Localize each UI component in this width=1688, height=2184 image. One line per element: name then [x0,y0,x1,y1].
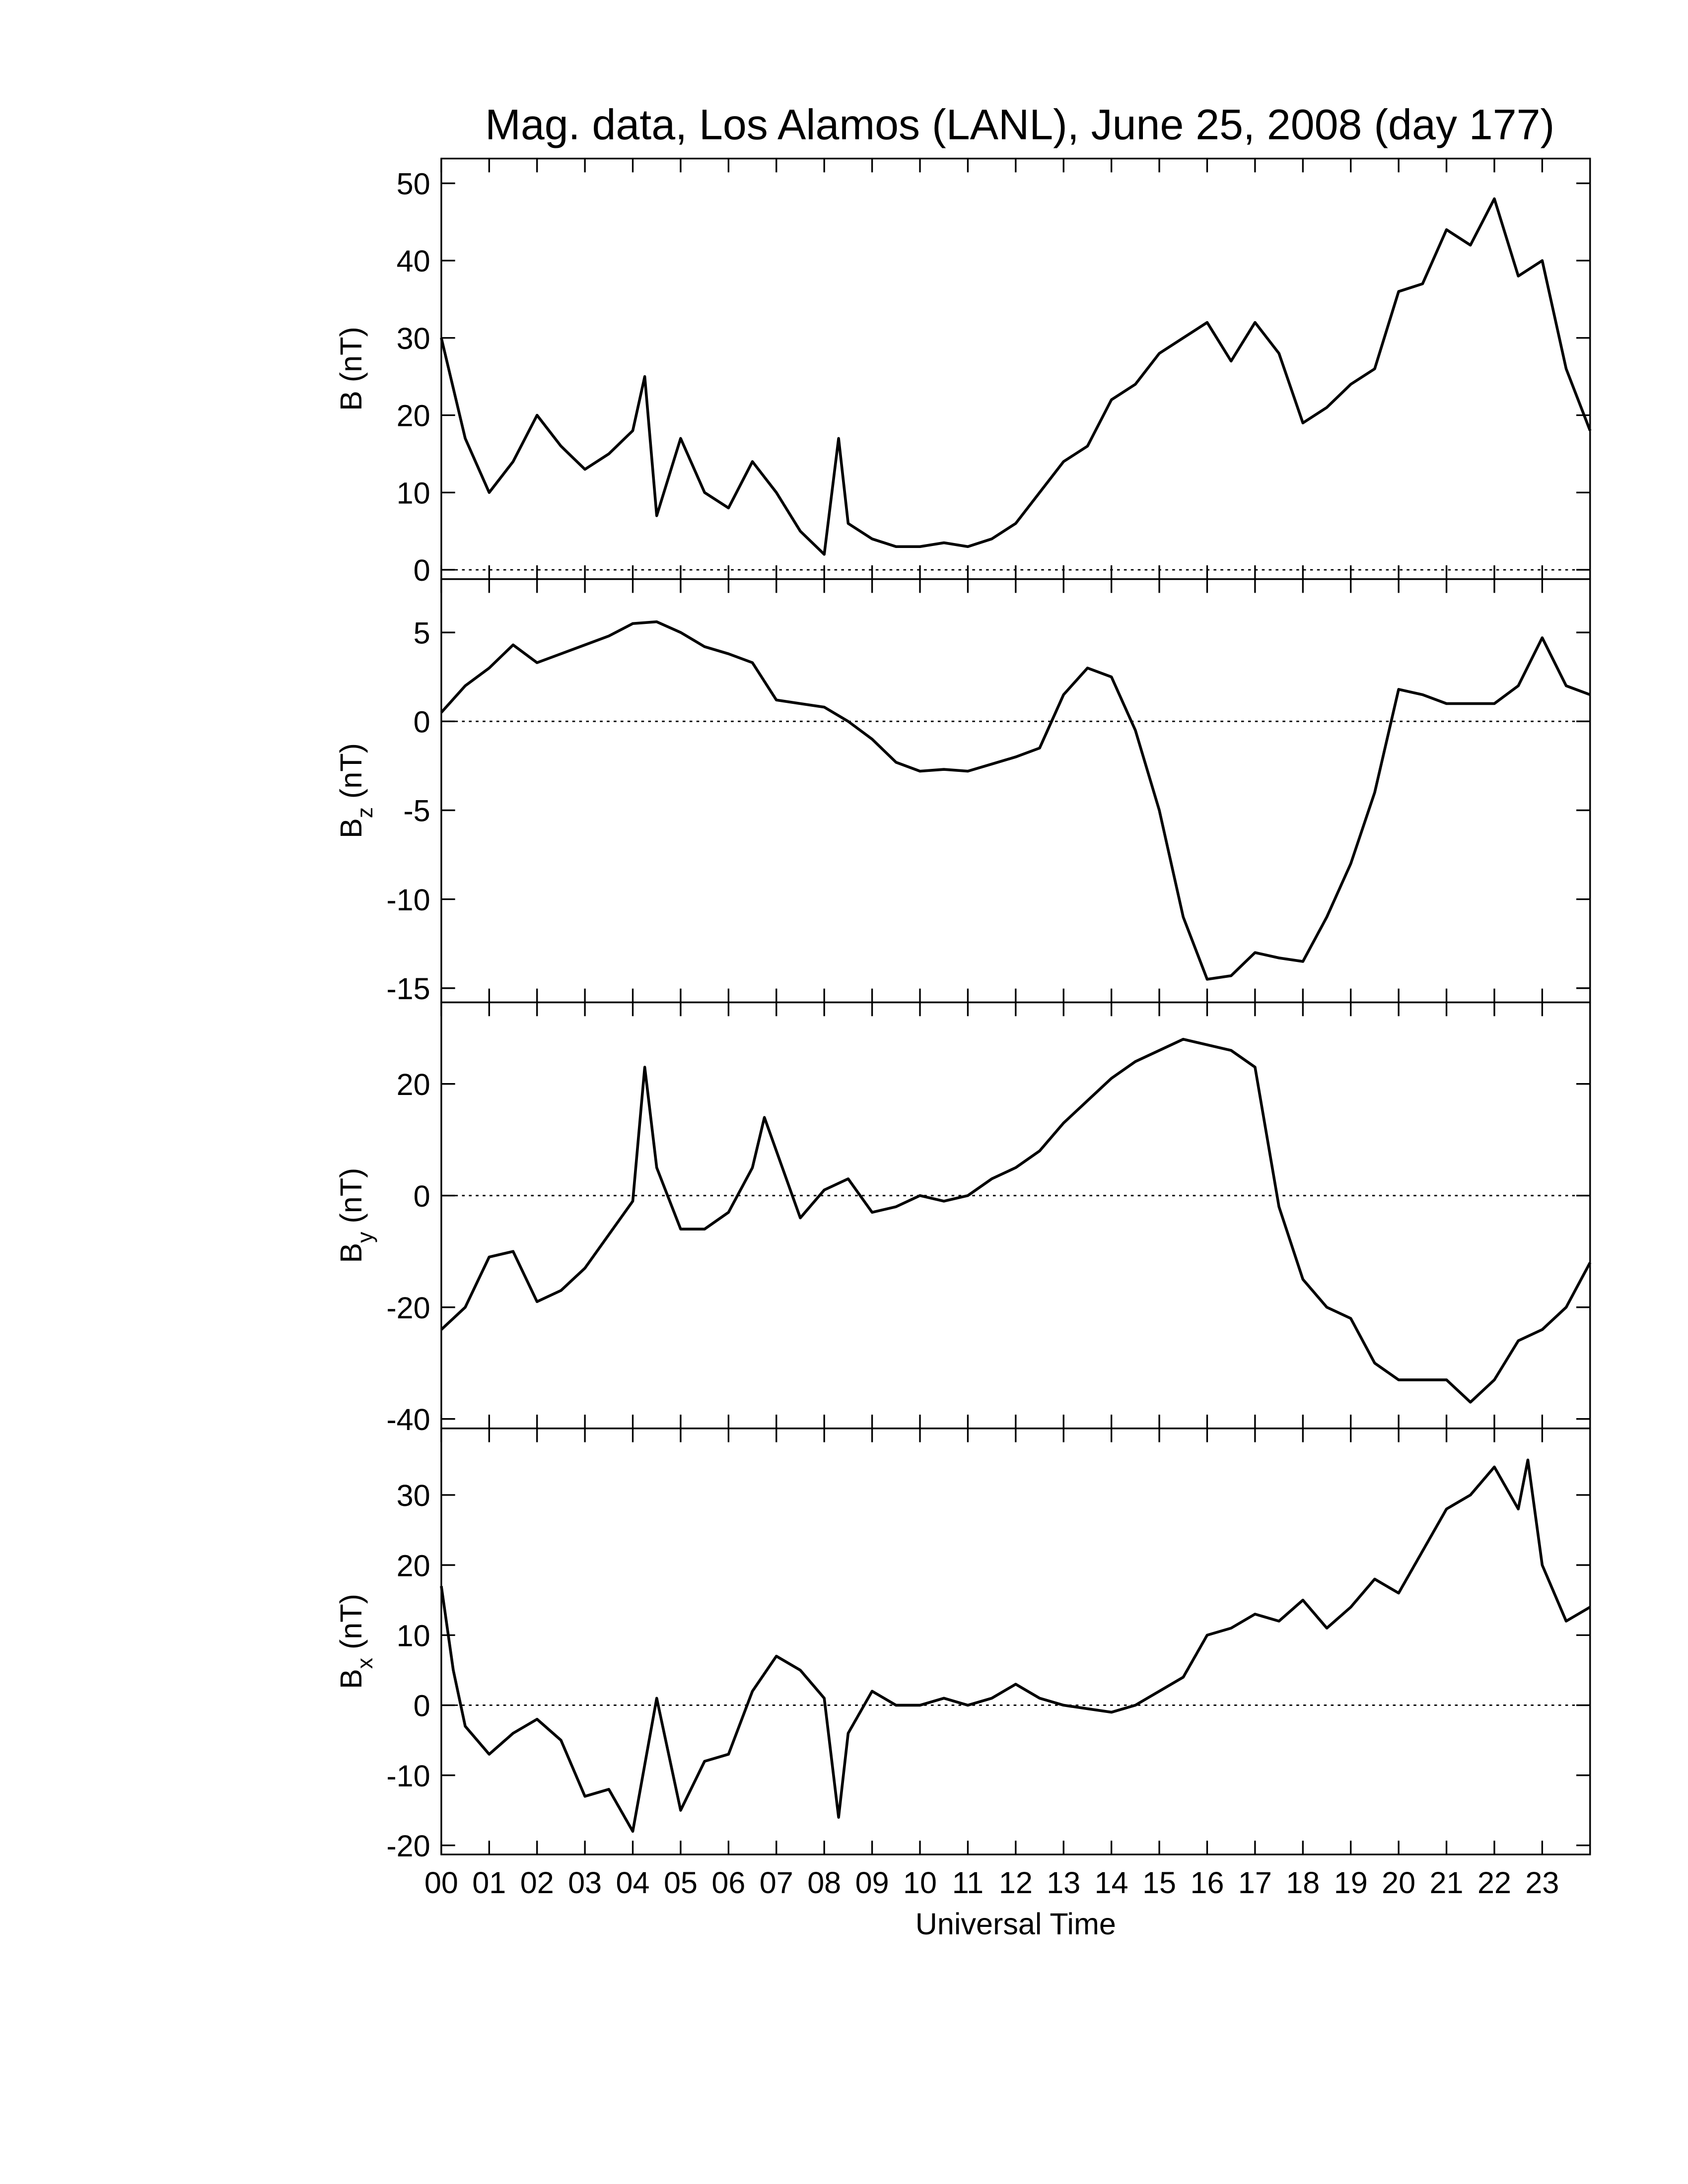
y-label-symbol: B [334,818,368,838]
data-line [440,1037,1592,1404]
x-tick-label: 16 [1190,1866,1224,1900]
x-tick-label: 19 [1334,1866,1368,1900]
y-label-unit: (nT) [334,327,368,382]
x-tick-label: 06 [711,1866,745,1900]
y-tick-label: 10 [397,476,430,510]
x-tick-label: 00 [424,1866,458,1900]
x-tick-label: 02 [520,1866,554,1900]
data-line [440,197,1592,556]
y-label-space [334,799,368,807]
x-tick-label: 07 [760,1866,793,1900]
plot-frame [440,578,1591,1004]
x-tick-label: 15 [1142,1866,1176,1900]
y-tick-label: 20 [397,1068,430,1101]
y-axis-label: Bx (nT) [334,1594,377,1689]
x-tick-label: 23 [1525,1866,1559,1900]
y-tick-label: 0 [414,705,430,739]
y-label-subscript: y [353,1231,377,1243]
x-axis-label: Universal Time [915,1907,1116,1941]
y-tick-label: 20 [397,1549,430,1582]
x-tick-label: 17 [1238,1866,1272,1900]
y-label-unit: (nT) [334,1594,368,1649]
y-label-space [334,1224,368,1232]
x-tick-label: 21 [1430,1866,1464,1900]
x-tick-label: 13 [1047,1866,1080,1900]
y-axis-label: By (nT) [334,1168,377,1263]
y-label-subscript: z [353,807,377,818]
y-label-symbol: B [334,391,368,411]
y-label-unit: (nT) [334,1168,368,1224]
y-tick-label: 40 [397,244,430,278]
y-label-subscript: x [353,1658,377,1669]
y-label-symbol: B [334,1243,368,1263]
y-tick-label: 20 [397,399,430,433]
y-tick-label: -40 [386,1403,430,1436]
y-tick-label: -10 [386,1759,430,1793]
y-label-unit: (nT) [334,743,368,799]
x-tick-label: 03 [568,1866,602,1900]
x-tick-label: 04 [616,1866,650,1900]
y-tick-label: 10 [397,1619,430,1652]
x-tick-label: 22 [1477,1866,1511,1900]
y-tick-label: 0 [414,1179,430,1213]
y-label-space [334,1649,368,1658]
x-tick-label: 09 [855,1866,889,1900]
chart-title: Mag. data, Los Alamos (LANL), June 25, 2… [485,101,1554,149]
y-tick-label: 50 [397,167,430,201]
y-tick-label: -20 [386,1291,430,1325]
y-tick-label: 30 [397,1479,430,1512]
y-axis-label: B (nT) [334,327,368,411]
y-tick-label: -10 [386,883,430,917]
y-label-symbol: B [334,1669,368,1689]
x-tick-label: 12 [999,1866,1033,1900]
y-tick-label: 0 [414,1689,430,1723]
y-tick-label: -15 [386,972,430,1006]
x-tick-label: 20 [1382,1866,1415,1900]
y-tick-label: 0 [414,553,430,587]
x-tick-label: 11 [952,1866,984,1900]
plot-frame [440,1001,1591,1430]
x-tick-label: 05 [664,1866,698,1900]
x-tick-label: 14 [1095,1866,1128,1900]
data-line [440,620,1591,981]
y-tick-label: 5 [414,616,430,650]
data-line [440,1458,1591,1833]
plot-frame [440,157,1591,580]
plot-frame [440,1428,1591,1855]
x-tick-label: 08 [807,1866,841,1900]
y-axis-label: Bz (nT) [334,743,377,838]
x-tick-label: 01 [472,1866,506,1900]
y-tick-label: 30 [397,322,430,355]
y-label-space [334,382,368,391]
x-tick-label: 18 [1286,1866,1320,1900]
y-tick-label: -5 [403,794,430,828]
x-tick-label: 10 [903,1866,937,1900]
y-tick-label: -20 [386,1829,430,1863]
